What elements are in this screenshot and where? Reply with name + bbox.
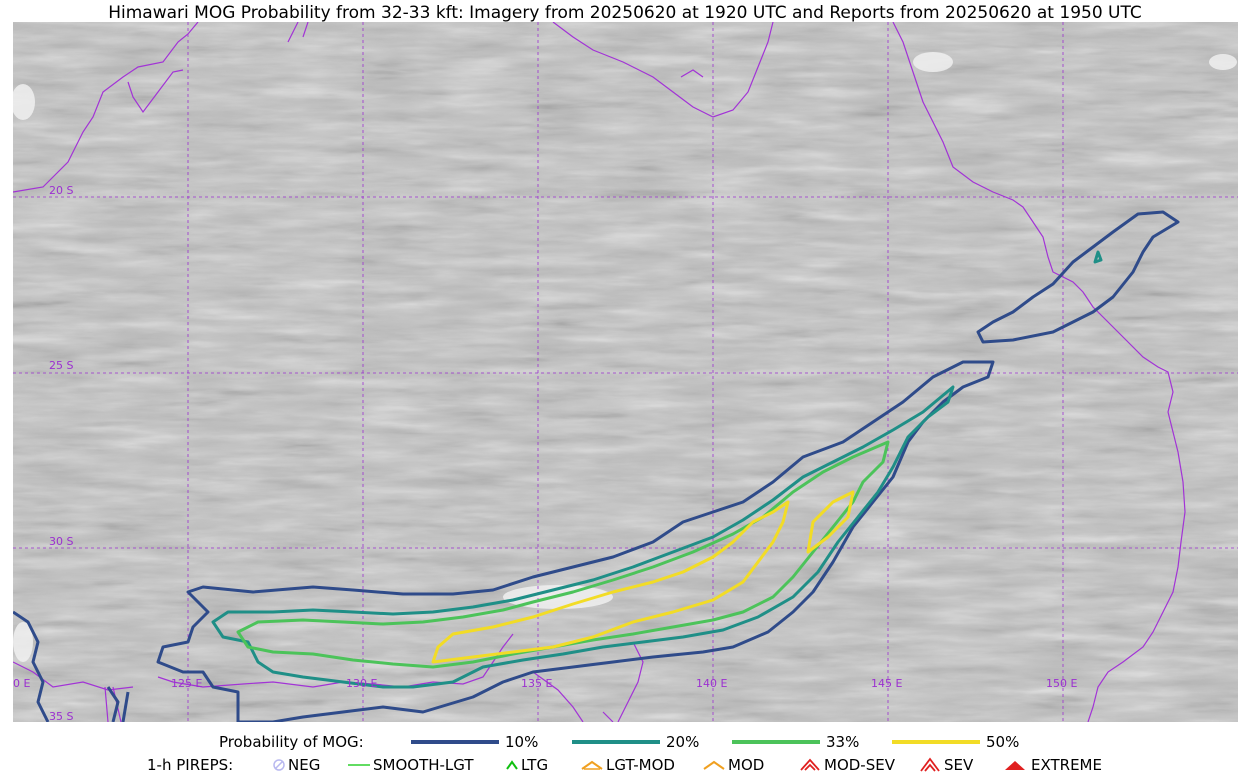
legend-label-10: 10% [505, 733, 539, 751]
pirep-label-lgt-mod: LGT-MOD [606, 756, 675, 774]
mod-icon [703, 760, 725, 770]
mog-contour-20 [211, 250, 1103, 689]
sev-icon [920, 757, 940, 772]
probability-legend-label: Probability of MOG: [219, 733, 364, 751]
map-gridlines [13, 22, 1238, 722]
lat-label: 35 S [49, 710, 73, 722]
probability-legend: Probability of MOG: 10% 20% 33% 50% [0, 731, 1250, 753]
legend-swatch-33 [732, 740, 820, 744]
pirep-label-mod: MOD [728, 756, 765, 774]
legend-item-20: 20% [572, 731, 699, 753]
legend-swatch-10 [411, 740, 499, 744]
pirep-item-smooth-lgt: SMOOTH-LGT [347, 754, 474, 776]
smooth-lgt-line-icon [348, 764, 370, 766]
lon-label: 145 E [871, 677, 902, 690]
pirep-item-extreme: EXTREME [1003, 754, 1102, 776]
lat-label: 25 S [49, 359, 73, 372]
legend-label-33: 33% [826, 733, 860, 751]
pirep-item-neg: NEG [272, 754, 320, 776]
lgt-mod-icon [581, 760, 603, 770]
pirep-label-mod-sev: MOD-SEV [824, 756, 895, 774]
lon-label: 130 E [346, 677, 377, 690]
pirep-label-extreme: EXTREME [1031, 756, 1102, 774]
mod-sev-icon [800, 758, 820, 771]
ltg-caret-icon [506, 760, 518, 770]
lon-label: 150 E [1046, 677, 1077, 690]
legend-swatch-50 [892, 740, 980, 744]
pirep-item-mod: MOD [702, 754, 764, 776]
lon-label: 135 E [521, 677, 552, 690]
lat-label: 20 S [49, 184, 73, 197]
map-title: Himawari MOG Probability from 32-33 kft:… [108, 3, 1142, 23]
pirep-item-sev: SEV [918, 754, 973, 776]
mog-contour-10 [13, 210, 1180, 722]
lon-label: 140 E [696, 677, 727, 690]
legend-label-20: 20% [666, 733, 700, 751]
lon-label: 125 E [171, 677, 202, 690]
extreme-icon [1005, 761, 1025, 770]
pirep-legend: 1-h PIREPS: NEG SMOOTH-LGT LTG LGT-MOD M… [0, 754, 1250, 776]
mog-contour-33 [236, 440, 890, 669]
pirep-item-ltg: LTG [505, 754, 548, 776]
pirep-item-lgt-mod: LGT-MOD [580, 754, 675, 776]
pirep-label-ltg: LTG [521, 756, 549, 774]
pirep-legend-label: 1-h PIREPS: [147, 756, 234, 774]
pirep-item-mod-sev: MOD-SEV [798, 754, 895, 776]
lat-label: 30 S [49, 535, 73, 548]
legend-swatch-20 [572, 740, 660, 744]
legend-item-33: 33% [732, 731, 859, 753]
lon-label: 120 E [13, 677, 30, 690]
neg-icon [273, 759, 285, 771]
legend-item-10: 10% [411, 731, 538, 753]
legend-label-50: 50% [986, 733, 1020, 751]
pirep-label-neg: NEG [288, 756, 321, 774]
mog-contour-50 [431, 490, 855, 664]
legend-item-50: 50% [892, 731, 1019, 753]
pirep-label-smooth-lgt: SMOOTH-LGT [373, 756, 474, 774]
pirep-label-sev: SEV [944, 756, 974, 774]
satellite-map: 20 S 25 S 30 S 35 S 120 E 125 E 130 E 13… [13, 22, 1238, 722]
